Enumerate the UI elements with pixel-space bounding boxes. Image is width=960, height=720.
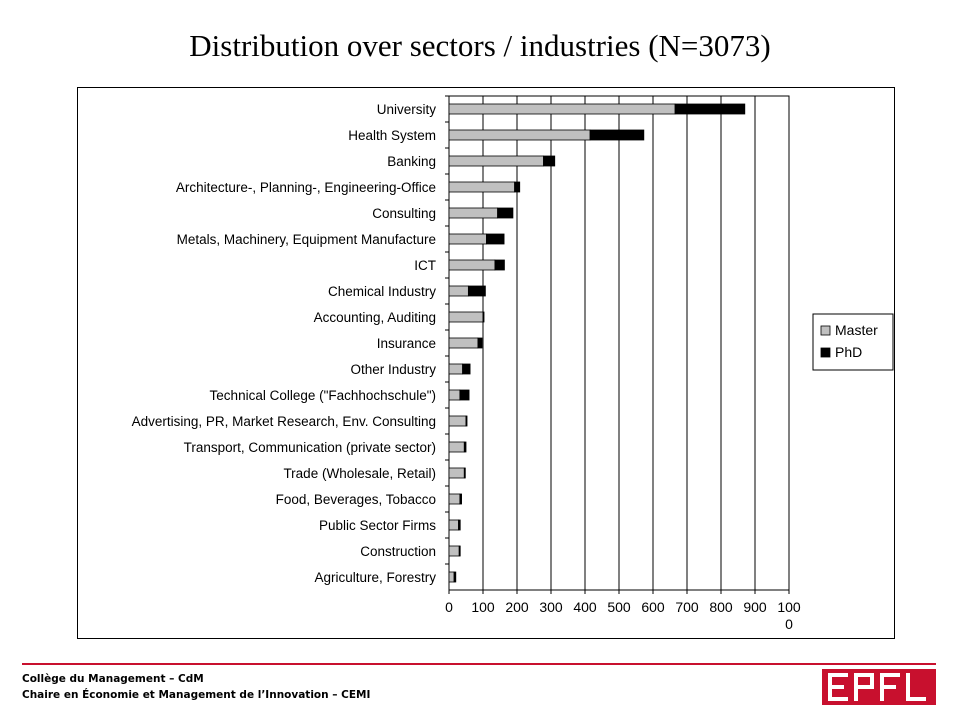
- x-tick-label: 0: [445, 599, 453, 615]
- bar-phd-7: [467, 285, 486, 297]
- category-labels: University Health System Banking Architectu…: [132, 102, 437, 585]
- legend-swatch-phd: [820, 347, 831, 358]
- legend-label-master: Master: [835, 322, 878, 338]
- bar-phd-8: [482, 311, 485, 323]
- category-label: Other Industry: [350, 362, 436, 377]
- bar-phd-0: [674, 103, 746, 115]
- bar-phd-1: [589, 129, 645, 141]
- category-label: Transport, Communication (private sector…: [184, 440, 436, 455]
- bar-master-1: [448, 129, 591, 141]
- category-label: Metals, Machinery, Equipment Manufacture: [177, 232, 436, 247]
- bar-master-0: [448, 103, 676, 115]
- footer-rule: [22, 663, 936, 665]
- bar-master-5: [448, 233, 487, 245]
- x-tick-label: 100: [471, 599, 495, 615]
- bar-master-9: [448, 337, 479, 349]
- chart-frame: University Health System Banking Architectu…: [77, 87, 895, 639]
- bar-phd-2: [543, 155, 556, 167]
- category-label: Trade (Wholesale, Retail): [283, 466, 436, 481]
- category-label: Chemical Industry: [328, 284, 436, 299]
- x-tick-label: 100 0: [777, 599, 801, 632]
- bar-chart: University Health System Banking Architectu…: [132, 95, 894, 632]
- category-label: Banking: [387, 154, 436, 169]
- legend-box: [812, 313, 894, 371]
- bar-phd-4: [497, 207, 514, 219]
- legend-swatch-master: [820, 325, 831, 336]
- bar-phd-15: [459, 493, 462, 505]
- bar-master-15: [448, 493, 461, 505]
- footer-chair: Chaire en Économie et Management de l’In…: [22, 689, 371, 701]
- legend-label-phd: PhD: [835, 344, 862, 360]
- bar-master-18: [448, 571, 455, 583]
- category-label: Public Sector Firms: [319, 518, 436, 533]
- x-tick-label: 500: [607, 599, 631, 615]
- bar-master-16: [448, 519, 459, 531]
- x-tick-label: 200: [505, 599, 529, 615]
- bar-phd-17: [458, 545, 461, 557]
- x-tick-label: 600: [641, 599, 665, 615]
- category-label: Consulting: [372, 206, 436, 221]
- bar-phd-11: [459, 389, 470, 401]
- bar-master-13: [448, 441, 465, 453]
- category-label: Food, Beverages, Tobacco: [276, 492, 436, 507]
- bar-phd-12: [465, 415, 468, 427]
- category-label: Accounting, Auditing: [314, 310, 436, 325]
- bar-master-6: [448, 259, 496, 271]
- grid-lines: [445, 95, 790, 594]
- bar-phd-10: [462, 363, 471, 375]
- bar-master-8: [448, 311, 484, 323]
- x-tick-label: 300: [539, 599, 563, 615]
- bar-master-7: [448, 285, 469, 297]
- bar-phd-13: [463, 441, 467, 453]
- category-label: Advertising, PR, Market Research, Env. C…: [132, 414, 436, 429]
- bar-master-2: [448, 155, 544, 167]
- x-axis-ticks: 0 100 200 300 400 500 600 700 800 900 100 0: [445, 599, 801, 632]
- category-label: ICT: [414, 258, 436, 273]
- bar-master-11: [448, 389, 461, 401]
- x-tick-label: 800: [709, 599, 733, 615]
- legend: Master PhD: [812, 313, 894, 371]
- bar-master-17: [448, 545, 460, 557]
- x-tick-label: 400: [573, 599, 597, 615]
- bar-phd-18: [453, 571, 457, 583]
- bar-phd-6: [494, 259, 505, 271]
- bar-phd-9: [477, 337, 483, 349]
- footer-institution: Collège du Management – CdM: [22, 673, 204, 685]
- category-label: Construction: [360, 544, 436, 559]
- bar-master-10: [448, 363, 464, 375]
- bar-phd-3: [514, 181, 521, 193]
- category-label: Architecture-, Planning-, Engineering-Of…: [176, 180, 436, 195]
- x-tick-label: 700: [675, 599, 699, 615]
- bar-phd-5: [485, 233, 505, 245]
- x-tick-label: 900: [743, 599, 767, 615]
- bar-master-4: [448, 207, 499, 219]
- bars: [448, 103, 746, 583]
- slide-title: Distribution over sectors / industries (…: [189, 28, 771, 63]
- category-label: University: [377, 102, 437, 117]
- category-label: Health System: [348, 128, 436, 143]
- category-label: Agriculture, Forestry: [314, 570, 436, 585]
- bar-phd-14: [463, 467, 466, 479]
- category-label: Insurance: [377, 336, 436, 351]
- bar-master-3: [448, 181, 516, 193]
- bar-phd-16: [458, 519, 461, 531]
- category-label: Technical College ("Fachhochschule"): [210, 388, 436, 403]
- epfl-logo: [822, 669, 936, 705]
- bar-master-14: [448, 467, 465, 479]
- bar-master-12: [448, 415, 467, 427]
